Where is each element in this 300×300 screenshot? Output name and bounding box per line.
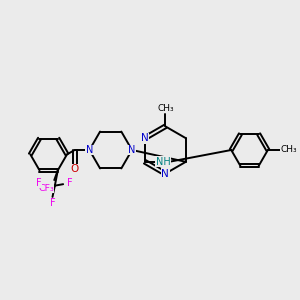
Text: N: N — [161, 169, 169, 178]
Text: N: N — [141, 133, 149, 143]
Text: F: F — [36, 178, 41, 188]
Text: O: O — [70, 164, 79, 175]
Text: F: F — [67, 178, 72, 188]
Text: CH₃: CH₃ — [157, 103, 174, 112]
Text: F: F — [50, 198, 55, 208]
Text: CF₃: CF₃ — [38, 184, 54, 193]
Text: CH₃: CH₃ — [280, 146, 297, 154]
Text: NH: NH — [156, 157, 171, 167]
Text: N: N — [128, 145, 136, 155]
Text: N: N — [86, 145, 93, 155]
